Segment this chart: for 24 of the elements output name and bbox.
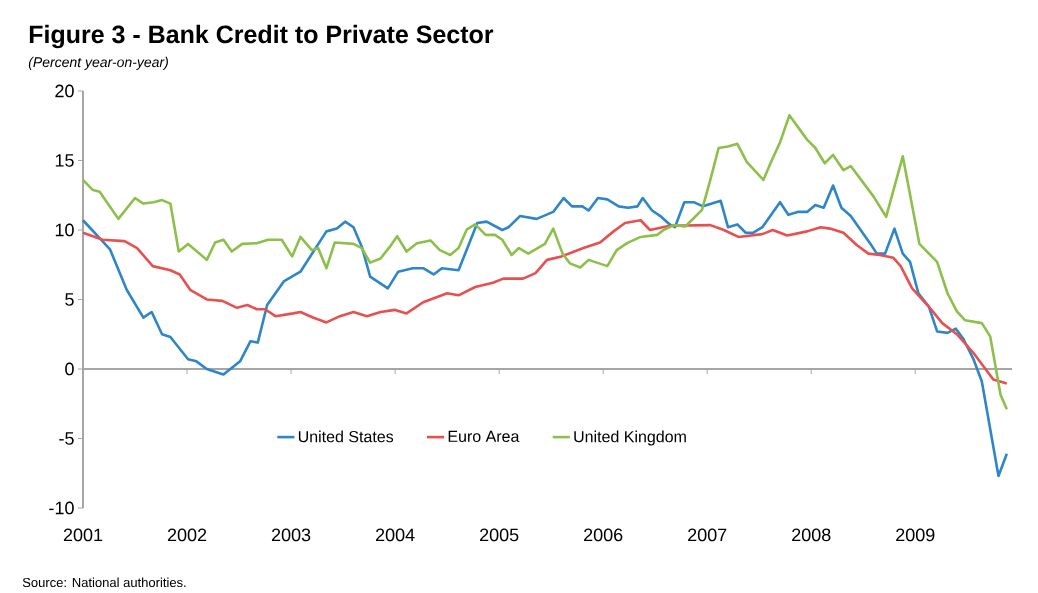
line-series [81, 218, 1009, 385]
source-note: Source: National authorities. [22, 577, 186, 588]
x-tick-label: 2005 [480, 528, 519, 542]
chart-title: Figure 3 - Bank Credit to Private Sector [29, 24, 494, 49]
legend-label: United Kingdom [574, 430, 686, 446]
y-tick-label: 0 [65, 362, 74, 376]
legend-label: United States [298, 430, 394, 443]
line-series [81, 184, 1009, 478]
y-tick-label: 10 [55, 223, 74, 237]
y-tick-label: -5 [59, 432, 74, 445]
x-tick-label: 2008 [792, 528, 831, 542]
y-tick-label: 20 [55, 84, 74, 98]
x-tick-label: 2004 [375, 528, 415, 542]
y-tick-label: 5 [65, 293, 74, 306]
x-tick-label: 2009 [896, 528, 935, 542]
y-tick-label: -10 [49, 501, 74, 515]
y-tick-label: 15 [55, 154, 74, 167]
x-tick-label: 2001 [63, 528, 103, 542]
legend-label: Euro Area [448, 430, 520, 443]
x-tick-label: 2003 [271, 528, 311, 542]
x-tick-label: 2006 [584, 528, 623, 542]
x-tick-label: 2002 [167, 528, 207, 542]
x-tick-label: 2007 [688, 528, 727, 542]
chart-subtitle: (Percent year-on-year) [28, 56, 168, 70]
